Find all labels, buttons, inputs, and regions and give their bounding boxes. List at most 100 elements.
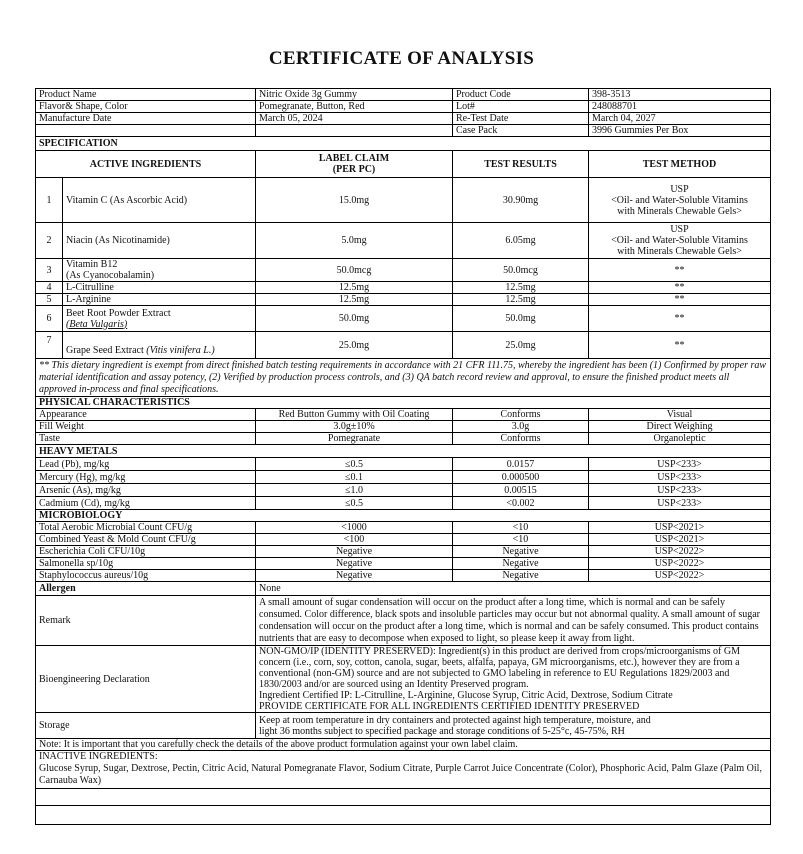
test-method: **	[588, 305, 771, 332]
method-line: <Oil- and Water-Soluble Vitamins	[611, 194, 748, 206]
test-method: USP<233>	[588, 483, 771, 497]
test-name: Taste	[35, 432, 256, 445]
specification: Pomegranate	[255, 432, 453, 445]
test-result: 3.0g	[452, 420, 589, 433]
table-row: Lead (Pb), mg/kg ≤0.5 0.0157 USP<233>	[35, 457, 771, 471]
label-claim: 5.0mg	[255, 222, 453, 259]
test-result: <0.002	[452, 496, 589, 510]
test-method: USP<2021>	[588, 521, 771, 534]
test-name: Cadmium (Cd), mg/kg	[35, 496, 256, 510]
info-row: Manufacture Date March 05, 2024 Re-Test …	[35, 112, 771, 125]
microbiology-heading: MICROBIOLOGY	[35, 509, 771, 522]
specification: <1000	[255, 521, 453, 534]
retest-date-value: March 04, 2027	[588, 112, 771, 125]
exemption-footnote: ** This dietary ingredient is exempt fro…	[35, 358, 771, 397]
lot-value: 248088701	[588, 100, 771, 113]
info-row: Case Pack 3996 Gummies Per Box	[35, 124, 771, 137]
allergen-label: Allergen	[35, 581, 256, 596]
bioengineering-value: NON-GMO/IP (IDENTITY PRESERVED): Ingredi…	[255, 645, 771, 713]
ingredient-name-line: Vitamin B12	[66, 259, 118, 271]
remark-value: A small amount of sugar condensation wil…	[255, 595, 771, 646]
ingredient-name: Vitamin B12 (As Cyanocobalamin)	[62, 258, 256, 282]
header-label-claim-line2: (PER PC)	[332, 164, 376, 175]
coa-table: Product Name Nitric Oxide 3g Gummy Produ…	[35, 88, 771, 825]
test-name: Fill Weight	[35, 420, 256, 433]
flavor-value: Pomegranate, Button, Red	[255, 100, 453, 113]
ingredient-latin-name: (Vitis vinifera L.)	[146, 345, 215, 356]
test-result: <10	[452, 533, 589, 546]
test-result: 50.0mg	[452, 305, 589, 332]
blank-row	[35, 788, 771, 806]
ingredient-latin-name: (Beta Vulgaris)	[66, 318, 128, 330]
label-claim-note: Note: It is important that you carefully…	[35, 738, 771, 751]
label-claim: 50.0mg	[255, 305, 453, 332]
allergen-row: Allergen None	[35, 581, 771, 596]
product-code-value: 398-3513	[588, 88, 771, 101]
table-row: Mercury (Hg), mg/kg ≤0.1 0.000500 USP<233>	[35, 470, 771, 484]
test-result: 0.000500	[452, 470, 589, 484]
ingredient-name-line: (As Cyanocobalamin)	[66, 270, 155, 281]
test-name: Lead (Pb), mg/kg	[35, 457, 256, 471]
case-pack-label: Case Pack	[452, 124, 589, 137]
label-claim: 12.5mg	[255, 281, 453, 294]
lot-label: Lot#	[452, 100, 589, 113]
test-method: **	[588, 258, 771, 282]
retest-date-label: Re-Test Date	[452, 112, 589, 125]
row-number: 3	[35, 258, 63, 282]
test-result: Conforms	[452, 408, 589, 421]
storage-line: light 36 months subject to specified pac…	[259, 725, 625, 737]
test-name: Escherichia Coli CFU/10g	[35, 545, 256, 558]
method-line: USP	[670, 224, 689, 235]
header-label-claim: LABEL CLAIM (PER PC)	[255, 150, 453, 178]
test-result: 0.00515	[452, 483, 589, 497]
test-method: USP<233>	[588, 496, 771, 510]
method-line: USP	[670, 183, 689, 195]
table-row: 7 Grape Seed Extract (Vitis vinifera L.)…	[35, 331, 771, 359]
table-row: 6 Beet Root Powder Extract (Beta Vulgaris…	[35, 305, 771, 332]
test-method: USP<233>	[588, 470, 771, 484]
row-number: 2	[35, 222, 63, 259]
test-name: Salmonella sp/10g	[35, 557, 256, 570]
test-result: Conforms	[452, 432, 589, 445]
ingredient-name: L-Citrulline	[62, 281, 256, 294]
specification: Negative	[255, 557, 453, 570]
row-number: 7	[35, 331, 63, 359]
test-name: Combined Yeast & Mold Count CFU/g	[35, 533, 256, 546]
test-result: <10	[452, 521, 589, 534]
ingredient-name: Niacin (As Nicotinamide)	[62, 222, 256, 259]
test-result: 12.5mg	[452, 281, 589, 294]
table-row: 1 Vitamin C (As Ascorbic Acid) 15.0mg 30…	[35, 177, 771, 223]
test-method: USP <Oil- and Water-Soluble Vitamins with …	[588, 177, 771, 223]
empty-cell	[255, 124, 453, 137]
ingredient-name: Beet Root Powder Extract (Beta Vulgaris)	[62, 305, 256, 332]
remark-row: Remark A small amount of sugar condensat…	[35, 595, 771, 646]
info-row: Flavor& Shape, Color Pomegranate, Button…	[35, 100, 771, 113]
specification: ≤0.1	[255, 470, 453, 484]
row-number: 1	[35, 177, 63, 223]
mfg-date-value: March 05, 2024	[255, 112, 453, 125]
test-result: 30.90mg	[452, 177, 589, 223]
row-number: 5	[35, 293, 63, 306]
method-line: <Oil- and Water-Soluble Vitamins	[611, 235, 748, 246]
test-result: 0.0157	[452, 457, 589, 471]
product-code-label: Product Code	[452, 88, 589, 101]
info-row: Product Name Nitric Oxide 3g Gummy Produ…	[35, 88, 771, 101]
table-row: Fill Weight 3.0g±10% 3.0g Direct Weighing	[35, 420, 771, 433]
test-method: **	[588, 281, 771, 294]
test-result: Negative	[452, 557, 589, 570]
header-test-results: TEST RESULTS	[452, 150, 589, 178]
table-row: Total Aerobic Microbial Count CFU/g <1000…	[35, 521, 771, 534]
header-test-method: TEST METHOD	[588, 150, 771, 178]
test-method: **	[588, 293, 771, 306]
specification: ≤1.0	[255, 483, 453, 497]
table-row: 4 L-Citrulline 12.5mg 12.5mg **	[35, 281, 771, 294]
method-line: with Minerals Chewable Gels>	[617, 205, 742, 217]
bioengineering-line: NON-GMO/IP (IDENTITY PRESERVED): Ingredi…	[259, 646, 740, 691]
product-name-value: Nitric Oxide 3g Gummy	[255, 88, 453, 101]
remark-label: Remark	[35, 595, 256, 646]
empty-cell	[35, 124, 256, 137]
storage-row: Storage Keep at room temperature in dry …	[35, 712, 771, 739]
test-method: USP<233>	[588, 457, 771, 471]
table-row: Staphylococcus aureus/10g Negative Negativ…	[35, 569, 771, 582]
test-result: Negative	[452, 545, 589, 558]
